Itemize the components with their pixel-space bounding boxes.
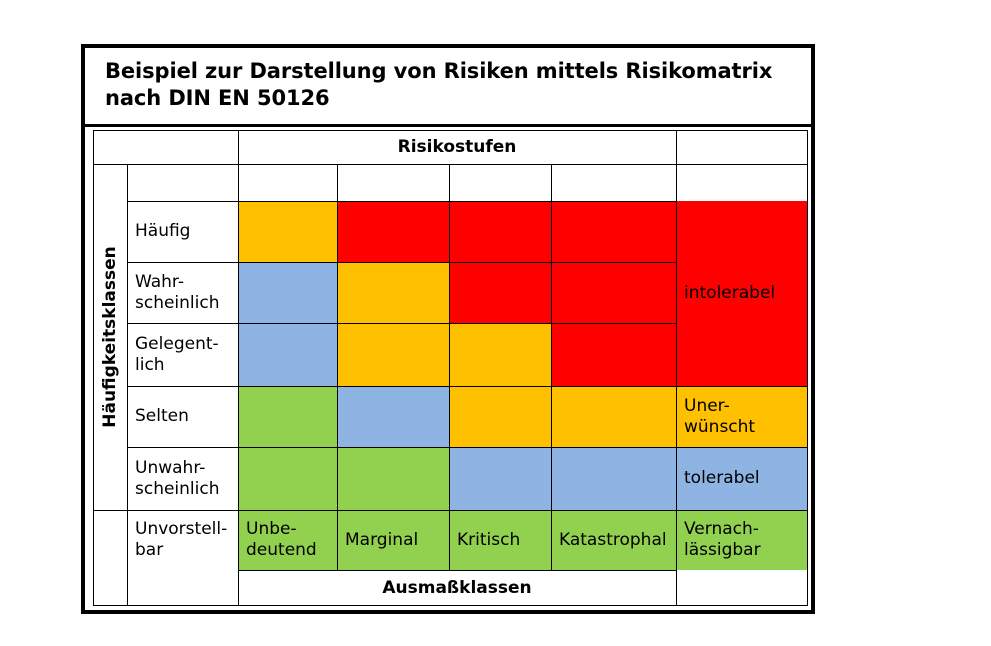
legend-vernachlaessigbar-swatch	[676, 510, 807, 570]
row-label: Gelegent- lich	[135, 333, 219, 375]
row-label: Unwahr- scheinlich	[135, 457, 220, 499]
column-label: Katastrophal	[559, 529, 667, 550]
risk-cell	[337, 201, 449, 262]
grid-line	[127, 386, 677, 387]
row-label: Unvorstell- bar	[135, 519, 228, 560]
risk-cell	[449, 386, 551, 447]
grid-line	[449, 164, 450, 571]
column-header-risikostufen: Risikostufen	[397, 137, 517, 157]
risk-cell	[238, 510, 337, 570]
grid-line	[93, 510, 808, 511]
row-label: Selten	[135, 406, 189, 426]
risk-cell	[551, 510, 676, 570]
risk-cell	[551, 323, 676, 386]
risk-cell	[449, 262, 551, 323]
grid-line	[127, 323, 677, 324]
grid-line	[238, 130, 239, 165]
grid-line	[127, 164, 128, 606]
legend-unerwuenscht-swatch	[676, 386, 807, 447]
column-label: Unbe- deutend	[246, 519, 317, 560]
risk-cell	[551, 447, 676, 510]
grid-line	[807, 130, 808, 606]
grid-line	[127, 201, 677, 202]
grid-line	[93, 164, 808, 165]
legend-tolerabel-label: tolerabel	[684, 468, 760, 488]
legend-vernachlaessigbar-label: Vernach- lässigbar	[684, 519, 761, 560]
risk-cell	[449, 201, 551, 262]
grid-line	[127, 262, 677, 263]
risk-matrix-grid: intolerabel Uner- wünscht tolerabel Vernach…	[85, 48, 811, 610]
grid-line	[337, 164, 338, 571]
risk-cell	[337, 510, 449, 570]
grid-line	[238, 570, 677, 571]
risk-cell	[238, 201, 337, 262]
row-label: Häufig	[135, 221, 191, 241]
grid-line	[676, 386, 808, 387]
grid-line	[551, 164, 552, 571]
grid-line	[676, 164, 677, 606]
risk-matrix-frame: Beispiel zur Darstellung von Risiken mit…	[81, 44, 815, 614]
risk-cell	[337, 447, 449, 510]
risk-cell	[238, 262, 337, 323]
risk-cell	[449, 510, 551, 570]
legend-unerwuenscht-label: Uner- wünscht	[684, 395, 756, 437]
row-axis-label: Häufigkeitsklassen	[93, 164, 127, 510]
column-axis-label: Ausmaßklassen	[382, 577, 532, 598]
grid-line	[93, 605, 808, 606]
grid-line	[676, 447, 808, 448]
column-label: Kritisch	[457, 529, 521, 550]
column-label: Marginal	[345, 529, 419, 550]
risk-cell	[238, 386, 337, 447]
row-axis-label-text: Häufigkeitsklassen	[100, 246, 120, 428]
legend-tolerabel-swatch	[676, 447, 807, 510]
grid-line	[238, 164, 239, 606]
risk-cell	[238, 447, 337, 510]
risk-cell	[551, 386, 676, 447]
risk-cell	[238, 323, 337, 386]
title-divider	[85, 124, 811, 127]
risk-cell	[551, 201, 676, 262]
risk-cell	[337, 262, 449, 323]
grid-line	[93, 130, 94, 606]
grid-line	[127, 447, 677, 448]
risk-cell	[337, 323, 449, 386]
legend-intolerabel-swatch	[676, 201, 807, 386]
risk-cell	[449, 447, 551, 510]
figure-title: Beispiel zur Darstellung von Risiken mit…	[105, 59, 773, 110]
row-label: Wahr- scheinlich	[135, 271, 220, 313]
risk-cell	[551, 262, 676, 323]
grid-line	[676, 130, 677, 165]
legend-intolerabel-label: intolerabel	[684, 283, 776, 303]
grid-line	[93, 130, 808, 131]
risk-cell	[449, 323, 551, 386]
risk-cell	[337, 386, 449, 447]
